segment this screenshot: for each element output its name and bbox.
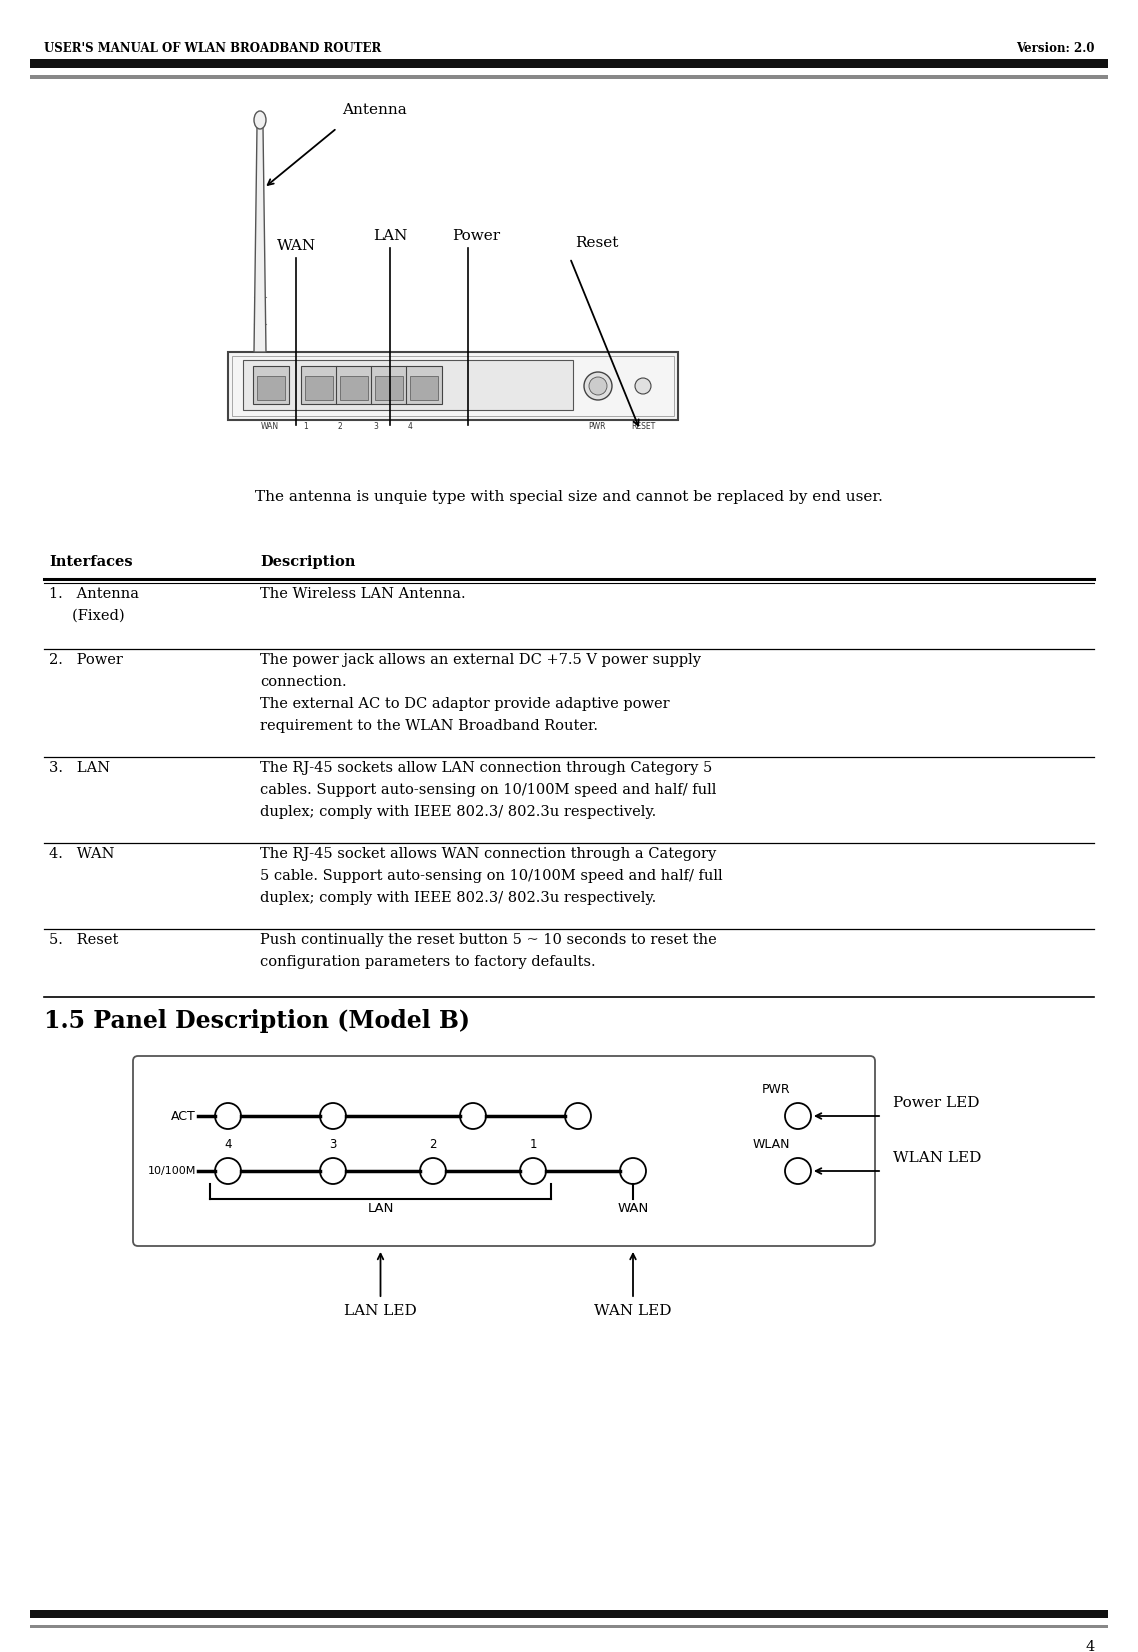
Text: RESET: RESET: [630, 421, 655, 431]
Text: The antenna is unquie type with special size and cannot be replaced by end user.: The antenna is unquie type with special …: [255, 491, 883, 504]
Text: WAN: WAN: [618, 1203, 649, 1214]
Circle shape: [215, 1158, 241, 1184]
Circle shape: [420, 1158, 446, 1184]
Circle shape: [320, 1104, 346, 1128]
Bar: [410, 377, 438, 400]
Text: The power jack allows an external DC +7.5 V power supply: The power jack allows an external DC +7.…: [259, 653, 701, 667]
Text: 4: 4: [1086, 1640, 1095, 1652]
Text: cables. Support auto-sensing on 10/100M speed and half/ full: cables. Support auto-sensing on 10/100M …: [259, 783, 717, 796]
Circle shape: [460, 1104, 486, 1128]
Text: Description: Description: [259, 555, 355, 568]
Text: The external AC to DC adaptor provide adaptive power: The external AC to DC adaptor provide ad…: [259, 697, 669, 710]
Circle shape: [785, 1158, 811, 1184]
Text: 3.   LAN: 3. LAN: [49, 762, 110, 775]
Bar: [228, 352, 678, 420]
Polygon shape: [254, 127, 266, 352]
Bar: [257, 377, 284, 400]
Circle shape: [785, 1104, 811, 1128]
Circle shape: [564, 1104, 591, 1128]
Text: The RJ-45 socket allows WAN connection through a Category: The RJ-45 socket allows WAN connection t…: [259, 847, 716, 861]
Bar: [232, 355, 674, 416]
Circle shape: [320, 1158, 346, 1184]
Bar: [300, 367, 337, 405]
Bar: [30, 1611, 1108, 1617]
Text: 3: 3: [329, 1138, 337, 1151]
Text: USER'S MANUAL OF WLAN BROADBAND ROUTER: USER'S MANUAL OF WLAN BROADBAND ROUTER: [44, 41, 381, 55]
Text: WLAN LED: WLAN LED: [893, 1151, 981, 1165]
Circle shape: [215, 1104, 241, 1128]
Text: The RJ-45 sockets allow LAN connection through Category 5: The RJ-45 sockets allow LAN connection t…: [259, 762, 712, 775]
Bar: [253, 367, 289, 405]
Text: PWR: PWR: [761, 1084, 790, 1095]
Text: Antenna: Antenna: [343, 102, 406, 117]
Text: 1.5 Panel Description (Model B): 1.5 Panel Description (Model B): [44, 1009, 470, 1032]
Ellipse shape: [254, 111, 266, 129]
Bar: [336, 367, 372, 405]
Bar: [406, 367, 442, 405]
FancyBboxPatch shape: [133, 1056, 875, 1246]
Text: 4.   WAN: 4. WAN: [49, 847, 115, 861]
Text: 1.   Antenna: 1. Antenna: [49, 586, 139, 601]
Text: Reset: Reset: [575, 236, 618, 249]
Text: Interfaces: Interfaces: [49, 555, 133, 568]
Bar: [340, 377, 368, 400]
Text: 2.   Power: 2. Power: [49, 653, 123, 667]
Text: (Fixed): (Fixed): [49, 610, 125, 623]
Circle shape: [520, 1158, 546, 1184]
Text: ACT: ACT: [171, 1110, 196, 1122]
Text: configuration parameters to factory defaults.: configuration parameters to factory defa…: [259, 955, 595, 970]
Bar: [305, 377, 333, 400]
Text: Version: 2.0: Version: 2.0: [1016, 41, 1095, 55]
Circle shape: [635, 378, 651, 393]
Text: duplex; comply with IEEE 802.3/ 802.3u respectively.: duplex; comply with IEEE 802.3/ 802.3u r…: [259, 890, 657, 905]
Text: WAN: WAN: [277, 240, 315, 253]
Text: 4: 4: [409, 421, 413, 431]
Text: 4: 4: [224, 1138, 232, 1151]
Text: 2: 2: [429, 1138, 437, 1151]
Bar: [371, 367, 407, 405]
Text: duplex; comply with IEEE 802.3/ 802.3u respectively.: duplex; comply with IEEE 802.3/ 802.3u r…: [259, 805, 657, 819]
Text: 5 cable. Support auto-sensing on 10/100M speed and half/ full: 5 cable. Support auto-sensing on 10/100M…: [259, 869, 723, 884]
Text: WAN LED: WAN LED: [594, 1303, 671, 1318]
Bar: [30, 1626, 1108, 1627]
Text: LAN LED: LAN LED: [344, 1303, 417, 1318]
Circle shape: [584, 372, 612, 400]
Text: PWR: PWR: [588, 421, 605, 431]
Text: 1: 1: [529, 1138, 537, 1151]
Text: WLAN: WLAN: [752, 1138, 790, 1151]
Circle shape: [620, 1158, 646, 1184]
Text: Power LED: Power LED: [893, 1095, 980, 1110]
Bar: [30, 74, 1108, 79]
Text: The Wireless LAN Antenna.: The Wireless LAN Antenna.: [259, 586, 465, 601]
Text: Push continually the reset button 5 ~ 10 seconds to reset the: Push continually the reset button 5 ~ 10…: [259, 933, 717, 947]
Bar: [244, 360, 574, 410]
Bar: [30, 59, 1108, 68]
Circle shape: [589, 377, 607, 395]
Text: requirement to the WLAN Broadband Router.: requirement to the WLAN Broadband Router…: [259, 719, 597, 733]
Text: 2: 2: [338, 421, 343, 431]
Text: LAN: LAN: [368, 1203, 394, 1214]
Bar: [376, 377, 403, 400]
Text: Power: Power: [452, 230, 500, 243]
Text: WAN: WAN: [261, 421, 279, 431]
Text: 1: 1: [303, 421, 307, 431]
Text: 10/100M: 10/100M: [148, 1166, 196, 1176]
Text: 3: 3: [373, 421, 378, 431]
Text: 5.   Reset: 5. Reset: [49, 933, 118, 947]
Text: LAN: LAN: [373, 230, 407, 243]
Text: connection.: connection.: [259, 676, 347, 689]
